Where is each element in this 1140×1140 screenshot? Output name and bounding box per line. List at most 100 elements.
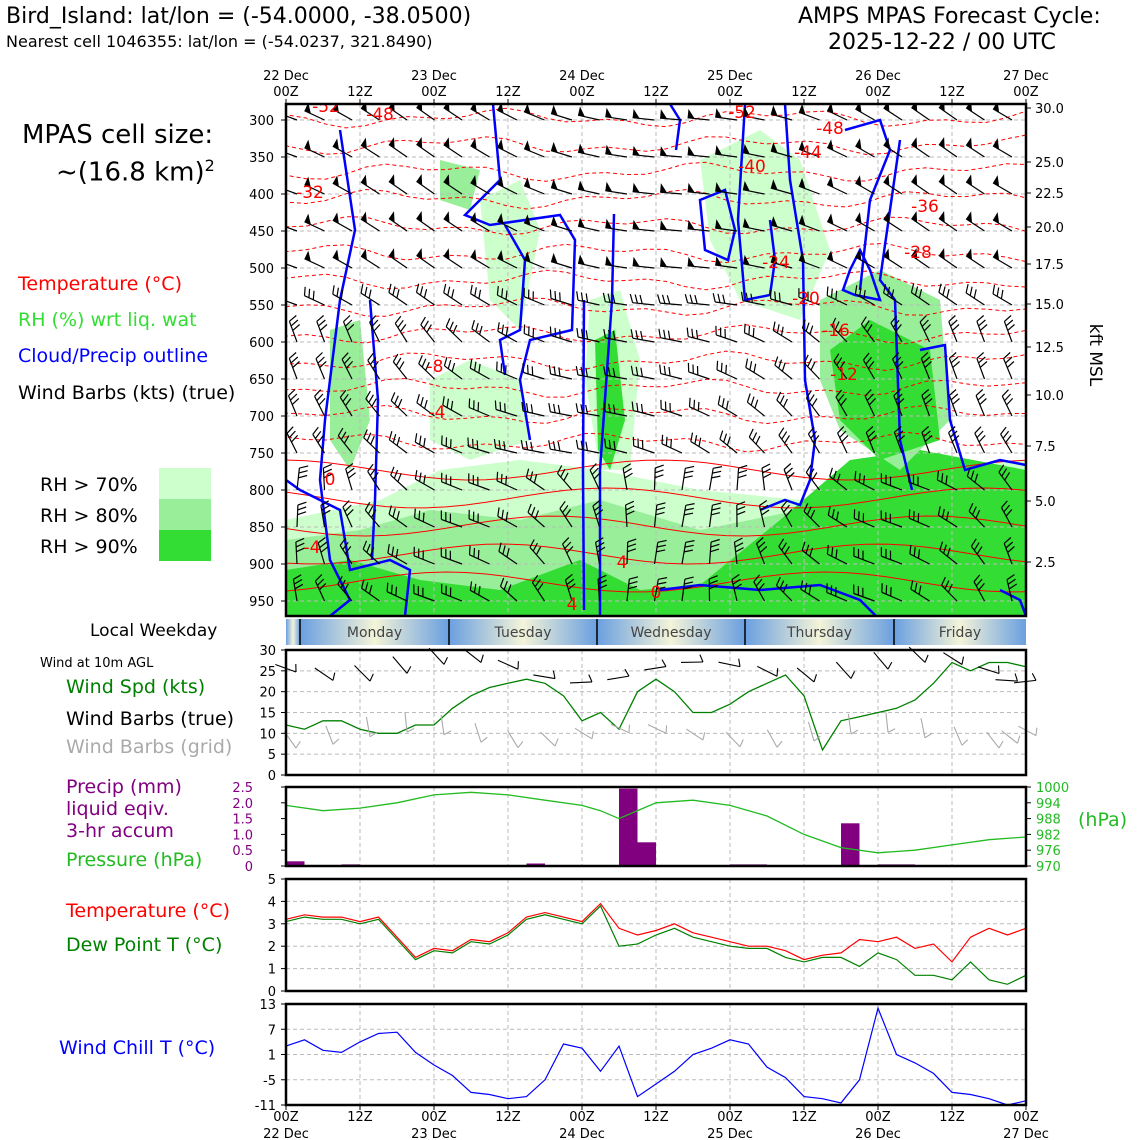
y-tick-label-kft: 15.0 xyxy=(1035,298,1064,313)
wind-barb-staff xyxy=(807,433,821,454)
wind-barb-flag xyxy=(551,252,558,264)
wind-barb-flag xyxy=(416,174,423,186)
wind-barb xyxy=(523,324,545,343)
wind-barb-feather xyxy=(303,286,306,296)
wind-barb-staff xyxy=(966,475,985,491)
wind-barb-feather xyxy=(827,506,831,516)
wind-barb xyxy=(736,501,746,528)
wind-barb-flag xyxy=(798,140,806,152)
y-tick-label-chill: 13 xyxy=(259,998,276,1013)
barb-staff xyxy=(533,674,556,680)
wind-barb-feather xyxy=(725,364,727,374)
wind-barb-feather xyxy=(1007,578,1016,585)
wind-barb-feather xyxy=(575,439,579,449)
temp-contour-label: -20 xyxy=(792,289,820,309)
wind-barb-staff xyxy=(865,432,876,454)
wind-barb-staff xyxy=(605,116,628,121)
wind-barb-feather xyxy=(290,319,299,327)
wind-barb-feather xyxy=(868,397,876,406)
wind-barb-feather xyxy=(530,441,533,451)
wind-barb-feather xyxy=(346,508,354,517)
wind-barb-staff xyxy=(661,443,683,454)
wind-barb-feather xyxy=(297,501,307,506)
wind-barb-feather xyxy=(529,471,534,481)
wind-barb-feather xyxy=(299,465,309,469)
wind-barb-feather xyxy=(974,426,982,434)
wind-barb xyxy=(681,503,695,528)
wind-barb-feather xyxy=(387,544,390,554)
wind-barb-feather xyxy=(755,435,761,445)
wind-barb-feather xyxy=(342,541,349,550)
wind-barb xyxy=(604,438,628,454)
wind-barb xyxy=(688,397,710,417)
wind-barb-staff xyxy=(770,261,793,269)
wind-barb-feather xyxy=(312,290,315,300)
barb-feather xyxy=(332,738,340,745)
x-tick-label-hour: 00Z xyxy=(421,85,447,100)
wind-barb-flag xyxy=(993,249,1000,261)
barb-staff xyxy=(314,667,334,681)
wind-barb-feather xyxy=(780,326,784,336)
wind-barb xyxy=(576,291,600,306)
wind-barb-feather xyxy=(971,506,977,515)
wind-barb xyxy=(992,284,1013,306)
wind-barb-feather xyxy=(778,292,781,302)
wind-barb-staff xyxy=(497,109,518,121)
wind-barb xyxy=(531,574,546,602)
y-tick-label-pressure: 950 xyxy=(249,595,274,610)
wind-barb-feather xyxy=(659,364,662,374)
wind-barb-feather xyxy=(394,395,399,405)
wind-barb xyxy=(992,104,1013,121)
wind-barb-feather xyxy=(778,538,785,547)
wind-barb-staff xyxy=(577,374,600,380)
wind-barb-feather xyxy=(755,578,763,587)
wind-barb-staff xyxy=(1001,395,1013,417)
surface-wind-barb-grid xyxy=(540,731,559,747)
wind-barb-feather xyxy=(298,470,308,474)
wind-barb-feather xyxy=(805,390,812,399)
wind-barb xyxy=(494,400,518,417)
wind-barb-flag xyxy=(551,104,558,116)
wind-barb-staff xyxy=(562,543,573,565)
wind-barb-staff xyxy=(827,553,848,565)
wind-barb-staff xyxy=(444,365,463,380)
wind-barb xyxy=(833,353,848,380)
wind-barb-feather xyxy=(735,547,744,553)
wind-barb-flag xyxy=(524,177,531,189)
wind-barb-staff xyxy=(660,373,683,380)
wind-barb-feather xyxy=(419,435,422,445)
swatch-rh80 xyxy=(159,499,211,530)
wind-barb xyxy=(826,139,848,158)
wind-barb-feather xyxy=(367,505,374,515)
wind-barb-staff xyxy=(992,182,1013,195)
wind-barb-feather xyxy=(946,511,949,521)
wind-barb-feather xyxy=(394,315,402,324)
wind-barb-feather xyxy=(557,441,561,452)
wind-barb-staff xyxy=(550,448,573,454)
series-line-wind-speed xyxy=(285,661,1027,752)
wind-barb xyxy=(332,212,353,232)
wind-barb-feather xyxy=(894,356,902,364)
wind-barb-flag xyxy=(388,248,395,260)
wind-barb xyxy=(362,540,380,565)
x-tick-label-hour: 12Z xyxy=(495,85,521,100)
wind-barb xyxy=(965,248,985,269)
wind-barb-feather xyxy=(939,541,944,551)
wind-barb-feather xyxy=(369,547,375,556)
wind-barb-feather xyxy=(370,509,377,518)
x-tick-label-hour: 00Z xyxy=(1013,1110,1039,1125)
wind-barb-flag xyxy=(388,211,395,223)
wind-barb-staff xyxy=(418,363,435,380)
surface-wind-barb-true xyxy=(497,659,519,670)
wind-barb-staff xyxy=(976,358,986,380)
wind-barb-staff xyxy=(921,395,931,417)
wind-barb xyxy=(562,537,574,565)
wind-barb-feather xyxy=(923,393,931,401)
wind-barb-feather xyxy=(782,398,788,408)
wind-barb-feather xyxy=(602,292,606,302)
wind-barb-feather xyxy=(625,505,635,511)
wind-barb-staff xyxy=(317,542,326,565)
wind-barb-feather xyxy=(316,578,325,586)
wind-barb-flag xyxy=(578,180,585,191)
